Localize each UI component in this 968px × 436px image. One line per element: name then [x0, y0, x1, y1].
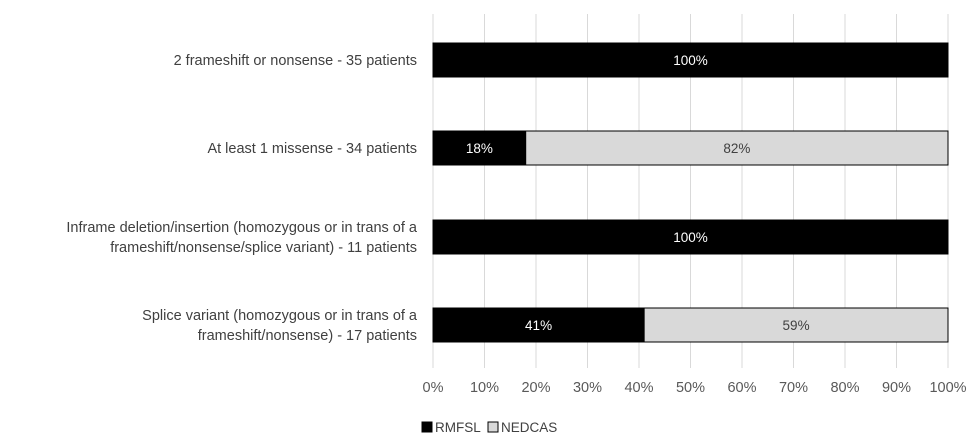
bar-segment-nedcas — [525, 130, 949, 166]
bar-segment-rmfsl — [432, 307, 645, 343]
category-label: Splice variant (homozygous or in trans o… — [142, 308, 418, 344]
x-tick-label: 60% — [727, 380, 756, 396]
x-tick-label: 10% — [470, 380, 499, 396]
x-tick-label: 50% — [676, 380, 705, 396]
bars — [432, 42, 949, 343]
x-tick-label: 80% — [830, 380, 859, 396]
x-tick-label: 40% — [624, 380, 653, 396]
x-tick-label: 0% — [423, 380, 444, 396]
x-tick-label: 30% — [573, 380, 602, 396]
category-label: 2 frameshift or nonsense - 35 patients — [174, 53, 417, 69]
legend-swatch-nedcas — [487, 421, 499, 433]
x-tick-label: 20% — [521, 380, 550, 396]
legend-swatch-rmfsl — [421, 421, 433, 433]
bar-segment-rmfsl — [432, 42, 949, 78]
data-label: 18% — [466, 141, 493, 156]
category-label: Inframe deletion/insertion (homozygous o… — [66, 220, 418, 256]
x-tick-labels: 0% 10% 20% 30% 40% 50% 60% 70% 80% 90% 100% — [423, 380, 967, 396]
data-label: 82% — [723, 141, 750, 156]
data-label: 100% — [673, 230, 708, 245]
data-label: 100% — [673, 53, 708, 68]
bar-segment-rmfsl — [432, 130, 527, 166]
bar-segment-nedcas — [643, 307, 949, 343]
x-tick-label: 90% — [882, 380, 911, 396]
x-tick-label: 70% — [779, 380, 808, 396]
category-labels: 2 frameshift or nonsense - 35 patients At… — [66, 53, 418, 344]
data-label: 41% — [525, 318, 552, 333]
legend-label-rmfsl: RMFSL — [435, 420, 481, 435]
x-tick-label: 100% — [929, 380, 966, 396]
category-label: At least 1 missense - 34 patients — [207, 141, 417, 157]
data-label: 59% — [783, 318, 810, 333]
data-labels: 100% 18% 82% 100% 41% 59% — [466, 53, 810, 333]
legend: RMFSL NEDCAS — [421, 420, 557, 435]
legend-label-nedcas: NEDCAS — [501, 420, 557, 435]
bar-segment-rmfsl — [432, 219, 949, 255]
